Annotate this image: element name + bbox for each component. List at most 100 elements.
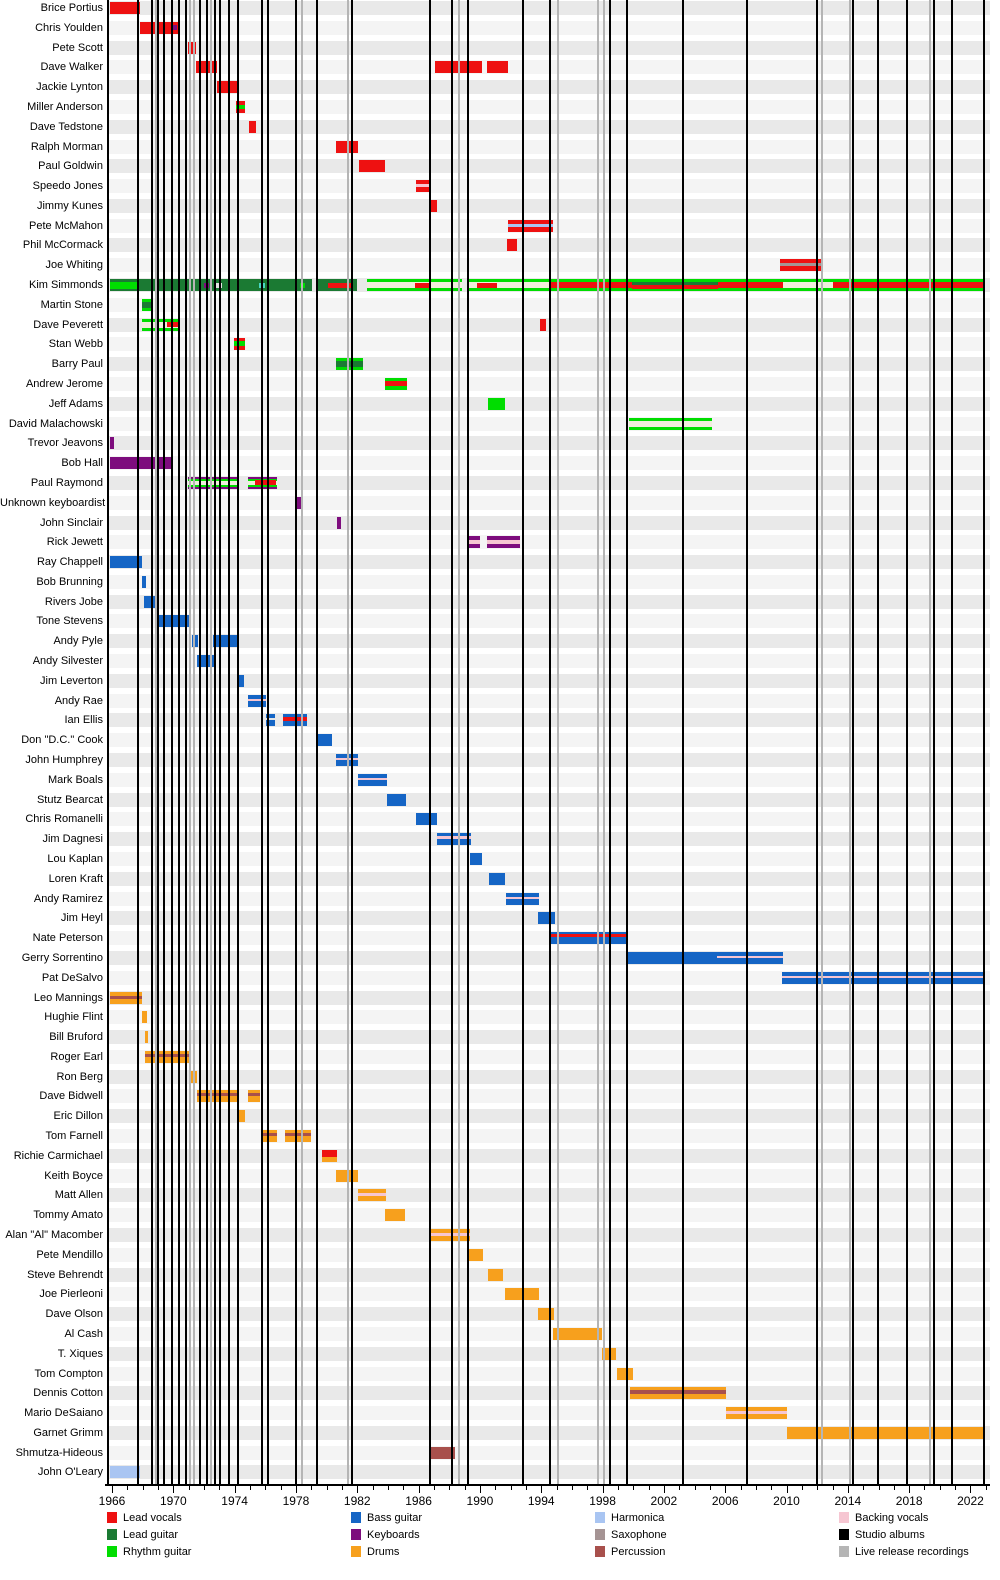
member-label: Nate Peterson — [32, 932, 103, 945]
bar-stripe — [110, 1466, 141, 1479]
bar-stripe — [142, 298, 152, 302]
x-axis-major-tick — [602, 1486, 604, 1493]
x-axis-minor-tick — [893, 1486, 895, 1490]
bar-stripe — [247, 698, 267, 701]
live-release-line — [154, 0, 157, 1484]
live-release-line — [596, 0, 599, 1484]
row-band — [107, 555, 990, 570]
bar-stripe — [467, 536, 480, 540]
row-band — [107, 396, 990, 411]
bar-stripe — [234, 338, 246, 342]
bar-stripe — [366, 282, 462, 289]
studio-album-line — [451, 0, 454, 1484]
member-label: Miller Anderson — [27, 100, 103, 113]
x-axis-major-tick — [234, 1486, 236, 1493]
x-axis-major-tick — [663, 1486, 665, 1493]
timeline-bar — [188, 476, 237, 489]
timeline-bar — [469, 279, 549, 292]
bar-stripe — [142, 1011, 147, 1024]
member-label: Pete Scott — [52, 41, 103, 54]
x-axis-minor-tick — [403, 1486, 405, 1490]
x-axis-minor-tick — [587, 1486, 589, 1490]
live-release-line — [556, 0, 559, 1484]
x-axis-minor-tick — [433, 1486, 435, 1490]
legend-swatch — [595, 1512, 605, 1523]
x-axis-minor-tick — [495, 1486, 497, 1490]
bar-stripe — [832, 279, 986, 283]
row-band — [107, 891, 990, 906]
bar-stripe — [726, 1407, 787, 1412]
timeline-bar — [538, 1308, 554, 1321]
studio-album-line — [170, 0, 173, 1484]
member-label: Mark Boals — [47, 773, 103, 786]
bar-stripe — [779, 259, 822, 264]
bar-stripe — [234, 341, 246, 347]
bar-stripe — [538, 1308, 554, 1321]
bar-stripe — [385, 386, 407, 390]
legend-label: Studio albums — [855, 1529, 925, 1541]
timeline-bar — [144, 595, 158, 608]
timeline-bar — [429, 1446, 455, 1459]
row-band — [107, 535, 990, 550]
bar-stripe — [335, 358, 363, 362]
timeline-bar — [782, 279, 833, 292]
legend-swatch — [107, 1529, 117, 1540]
timeline-bar — [213, 635, 237, 648]
row-band — [107, 1326, 990, 1341]
legend-swatch — [107, 1546, 117, 1557]
row-band — [107, 1069, 990, 1084]
row-band — [107, 1109, 990, 1124]
bar-stripe — [196, 655, 214, 668]
member-label: Lou Kaplan — [47, 852, 103, 865]
bar-overlay — [414, 282, 430, 288]
bar-stripe — [631, 279, 718, 282]
x-axis-major-tick — [357, 1486, 359, 1493]
row-band — [107, 614, 990, 629]
legend-label: Lead vocals — [123, 1512, 182, 1524]
member-label: Leo Mannings — [33, 991, 103, 1004]
x-axis-minor-tick — [633, 1486, 635, 1490]
bar-stripe — [469, 282, 549, 289]
x-axis-year-label: 1978 — [282, 1494, 310, 1508]
studio-album-line — [548, 0, 551, 1484]
bar-stripe — [782, 288, 833, 292]
studio-album-line — [162, 0, 165, 1484]
live-release-line — [189, 0, 192, 1484]
bar-stripe — [236, 100, 246, 105]
live-release-line — [193, 0, 195, 1484]
legend-label: Harmonica — [611, 1512, 665, 1524]
timeline-bar — [366, 279, 462, 292]
row-band — [107, 990, 990, 1005]
legend-label: Backing vocals — [855, 1512, 929, 1524]
bar-stripe — [144, 1056, 191, 1063]
bar-stripe — [140, 21, 181, 34]
studio-album-line — [206, 0, 209, 1484]
timeline-bar — [196, 1090, 237, 1103]
live-release-line — [210, 0, 213, 1484]
bar-stripe — [266, 718, 275, 721]
row-band — [107, 1287, 990, 1302]
row-band — [107, 931, 990, 946]
bar-stripe — [284, 1130, 311, 1134]
bar-stripe — [832, 288, 986, 292]
studio-album-line — [315, 0, 318, 1484]
legend-label: Saxophone — [611, 1529, 667, 1541]
timeline-bar — [236, 674, 244, 687]
member-label: Ralph Morman — [30, 140, 103, 153]
row-band — [107, 1010, 990, 1025]
timeline-bar — [488, 872, 505, 885]
timeline-bar — [385, 378, 407, 390]
bar-stripe — [631, 285, 718, 289]
studio-album-line — [237, 0, 239, 1484]
bar-stripe — [781, 977, 986, 984]
bar-stripe — [142, 575, 147, 588]
x-axis-minor-tick — [142, 1486, 144, 1490]
bar-stripe — [284, 1133, 311, 1137]
bar-stripe — [358, 777, 387, 780]
member-label: Mario DeSaiano — [24, 1407, 103, 1420]
bar-stripe — [358, 773, 387, 778]
x-axis-year-label: 1990 — [466, 1494, 494, 1508]
bar-stripe — [469, 279, 549, 283]
member-label: Alan "Al" Macomber — [5, 1228, 103, 1241]
row-band — [107, 1089, 990, 1104]
